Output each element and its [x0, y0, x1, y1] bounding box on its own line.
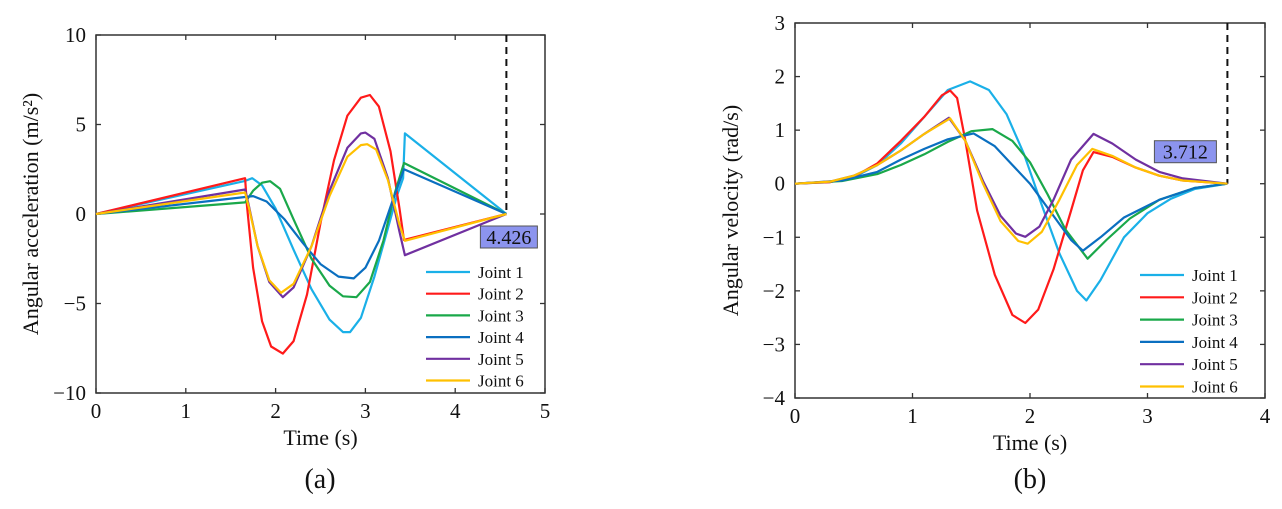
- y-axis-title: Angular velocity (rad/s): [718, 105, 743, 316]
- x-tick-label: 0: [790, 404, 801, 428]
- legend-label-joint-4: Joint 4: [478, 328, 524, 347]
- panel-caption: (a): [304, 464, 335, 495]
- x-tick-label: 2: [1025, 404, 1036, 428]
- y-tick-label: −2: [763, 279, 785, 303]
- legend-label-joint-1: Joint 1: [1192, 266, 1238, 285]
- x-tick-label: 2: [270, 399, 281, 423]
- y-tick-label: 0: [76, 202, 87, 226]
- series-line-joint-3: [794, 128, 1228, 260]
- legend-label-joint-3: Joint 3: [1192, 311, 1238, 330]
- series-line-joint-1: [794, 80, 1228, 302]
- legend-label-joint-3: Joint 3: [478, 306, 524, 325]
- series-line-joint-6: [95, 143, 507, 294]
- x-tick-label: 0: [91, 399, 102, 423]
- series-line-joint-1: [95, 132, 508, 334]
- x-tick-label: 5: [540, 399, 551, 423]
- panel-caption: (b): [1014, 464, 1047, 495]
- legend-label-joint-5: Joint 5: [478, 350, 524, 369]
- y-tick-label: −4: [763, 386, 786, 410]
- y-axis-title: Angular acceleration (m/s²): [18, 93, 43, 335]
- legend: Joint 1 Joint 2 Joint 3 Joint 4 Joint 5 Joint…: [1140, 266, 1238, 397]
- x-axis-title: Time (s): [283, 425, 357, 450]
- y-tick-label: 1: [775, 118, 786, 142]
- x-axis-title: Time (s): [993, 430, 1067, 455]
- legend-label-joint-5: Joint 5: [1192, 355, 1238, 374]
- y-tick-label: −1: [763, 225, 785, 249]
- x-tick-label: 1: [907, 404, 918, 428]
- chart-panel-a: 0 1 2 3 4 5 −10 −5 0 5 10 Time (s) Angular accelerat…: [18, 23, 550, 495]
- y-tick-label: 10: [65, 23, 86, 47]
- end-time-label: 3.712: [1163, 142, 1208, 164]
- legend-label-joint-4: Joint 4: [1192, 333, 1238, 352]
- end-time-label: 4.426: [486, 227, 531, 249]
- x-tick-label: 3: [360, 399, 371, 423]
- series-line-joint-3: [95, 161, 507, 299]
- chart-panel-b: 0 1 2 3 4 −4 −3 −2 −1 0 1 2 3 Time (s) Angular velocit…: [718, 11, 1271, 495]
- y-tick-label: −10: [53, 381, 86, 405]
- x-tick-label: 1: [181, 399, 192, 423]
- x-tick-label: 4: [450, 399, 461, 423]
- y-tick-label: −5: [64, 292, 86, 316]
- legend-label-joint-6: Joint 6: [478, 372, 524, 391]
- series-line-joint-6: [794, 117, 1228, 245]
- series-line-joint-4: [794, 132, 1228, 252]
- legend-label-joint-1: Joint 1: [478, 263, 524, 282]
- x-tick-label: 3: [1142, 404, 1153, 428]
- legend-label-joint-6: Joint 6: [1192, 378, 1238, 397]
- legend-label-joint-2: Joint 2: [478, 285, 524, 304]
- x-tick-label: 4: [1260, 404, 1271, 428]
- y-tick-label: −3: [763, 332, 785, 356]
- end-time-label-box: [479, 225, 538, 249]
- legend-label-joint-2: Joint 2: [1192, 288, 1238, 307]
- legend: Joint 1 Joint 2 Joint 3 Joint 4 Joint 5 Joint…: [426, 263, 524, 391]
- end-time-label-box: [1153, 140, 1217, 164]
- y-tick-label: 2: [775, 65, 786, 89]
- y-tick-label: 3: [775, 11, 786, 35]
- y-tick-label: 0: [775, 172, 786, 196]
- y-tick-label: 5: [76, 113, 87, 137]
- series-line-joint-4: [95, 168, 507, 280]
